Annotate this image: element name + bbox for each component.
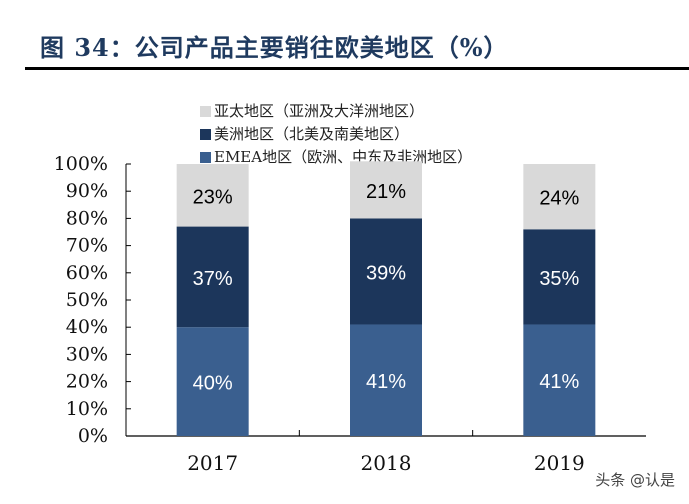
y-tick-label: 40% [66, 316, 108, 338]
y-tick-label: 80% [66, 207, 108, 229]
bar-segment [176, 164, 249, 227]
legend-swatch [200, 152, 211, 163]
bar-segment [350, 161, 422, 219]
legend-label: 美洲地区（北美及南美地区） [214, 125, 410, 143]
data-label: 23% [193, 186, 233, 208]
bar-segment [350, 324, 422, 436]
data-label: 41% [539, 371, 579, 393]
y-tick-label: 70% [66, 235, 108, 257]
y-tick-label: 60% [66, 262, 108, 284]
watermark: 头条 @认是 [595, 471, 675, 489]
data-label: 40% [193, 373, 233, 395]
y-tick-label: 90% [66, 180, 108, 202]
data-label: 21% [366, 181, 406, 203]
legend-swatch [200, 129, 211, 140]
x-tick-label: 2017 [187, 451, 238, 475]
y-tick-label: 0% [78, 425, 108, 447]
legend-item: 美洲地区（北美及南美地区） [200, 123, 472, 146]
y-tick-label: 30% [66, 343, 108, 365]
x-tick-label: 2018 [361, 451, 412, 475]
data-label: 41% [366, 371, 406, 393]
bar-segment [350, 218, 422, 325]
data-label: 39% [366, 262, 406, 284]
legend-item: 亚太地区（亚洲及大洋洲地区） [200, 100, 472, 123]
data-label: 37% [193, 268, 233, 290]
bar-segment [176, 226, 249, 328]
y-tick-label: 10% [66, 398, 108, 420]
data-label: 35% [539, 268, 579, 290]
y-tick-label: 100% [54, 153, 108, 175]
bar-segment [176, 327, 249, 436]
data-label: 24% [539, 188, 579, 210]
bar-segment [523, 229, 596, 325]
y-tick-label: 20% [66, 371, 108, 393]
legend-label: 亚太地区（亚洲及大洋洲地区） [214, 102, 425, 120]
bar-segment [523, 164, 596, 230]
legend-swatch [200, 106, 211, 117]
y-tick-label: 50% [66, 289, 108, 311]
title-divider [25, 67, 689, 70]
chart-title: 图 34：公司产品主要销往欧美地区（%） [40, 33, 509, 62]
bar-segment [523, 324, 596, 436]
x-tick-label: 2019 [534, 451, 585, 475]
